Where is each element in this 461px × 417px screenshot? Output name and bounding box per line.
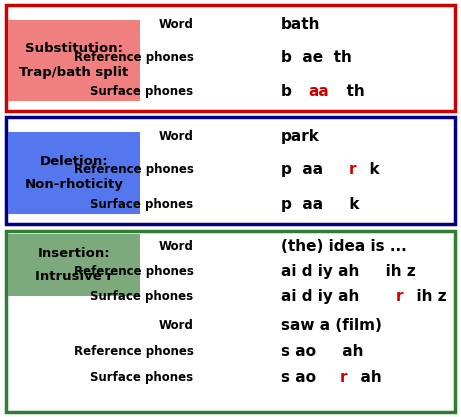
Text: th: th: [336, 84, 364, 99]
Bar: [8, 20, 140, 101]
Text: r: r: [349, 162, 357, 177]
Text: Surface phones: Surface phones: [90, 290, 194, 304]
Text: saw a (film): saw a (film): [281, 318, 382, 333]
Text: Insertion:: Insertion:: [38, 246, 110, 260]
Text: Reference phones: Reference phones: [74, 264, 194, 278]
Text: s ao     ah: s ao ah: [281, 344, 364, 359]
Text: Intrusive r: Intrusive r: [35, 270, 113, 283]
Text: r: r: [396, 289, 403, 304]
Text: Word: Word: [159, 319, 194, 332]
Text: Substitution:: Substitution:: [25, 43, 123, 55]
Text: Word: Word: [159, 239, 194, 253]
Bar: [6, 117, 455, 224]
Text: Trap/bath split: Trap/bath split: [19, 66, 129, 79]
Bar: [8, 132, 140, 214]
Text: (the) idea is ...: (the) idea is ...: [281, 239, 407, 254]
Text: b  ae  th: b ae th: [281, 50, 352, 65]
Text: p  aa: p aa: [281, 162, 334, 177]
Text: p  aa     k: p aa k: [281, 197, 360, 212]
Text: k: k: [359, 162, 379, 177]
Text: Word: Word: [159, 130, 194, 143]
Text: Reference phones: Reference phones: [74, 344, 194, 358]
Text: bath: bath: [281, 17, 321, 32]
Text: ai d iy ah     ih z: ai d iy ah ih z: [281, 264, 416, 279]
Text: s ao: s ao: [281, 370, 327, 385]
Text: r: r: [340, 370, 348, 385]
Bar: [8, 234, 140, 296]
Text: ai d iy ah: ai d iy ah: [281, 289, 370, 304]
Text: Deletion:: Deletion:: [40, 155, 108, 168]
Text: ah: ah: [349, 370, 381, 385]
Text: Reference phones: Reference phones: [74, 163, 194, 176]
Text: Word: Word: [159, 18, 194, 31]
Text: b: b: [281, 84, 302, 99]
Bar: [6, 5, 455, 111]
Text: Non-rhoticity: Non-rhoticity: [24, 178, 124, 191]
Text: Surface phones: Surface phones: [90, 85, 194, 98]
Bar: [6, 231, 455, 412]
Text: ih z: ih z: [406, 289, 446, 304]
Text: Surface phones: Surface phones: [90, 371, 194, 384]
Text: park: park: [281, 129, 320, 144]
Text: aa: aa: [309, 84, 330, 99]
Text: Reference phones: Reference phones: [74, 51, 194, 64]
Text: Surface phones: Surface phones: [90, 198, 194, 211]
